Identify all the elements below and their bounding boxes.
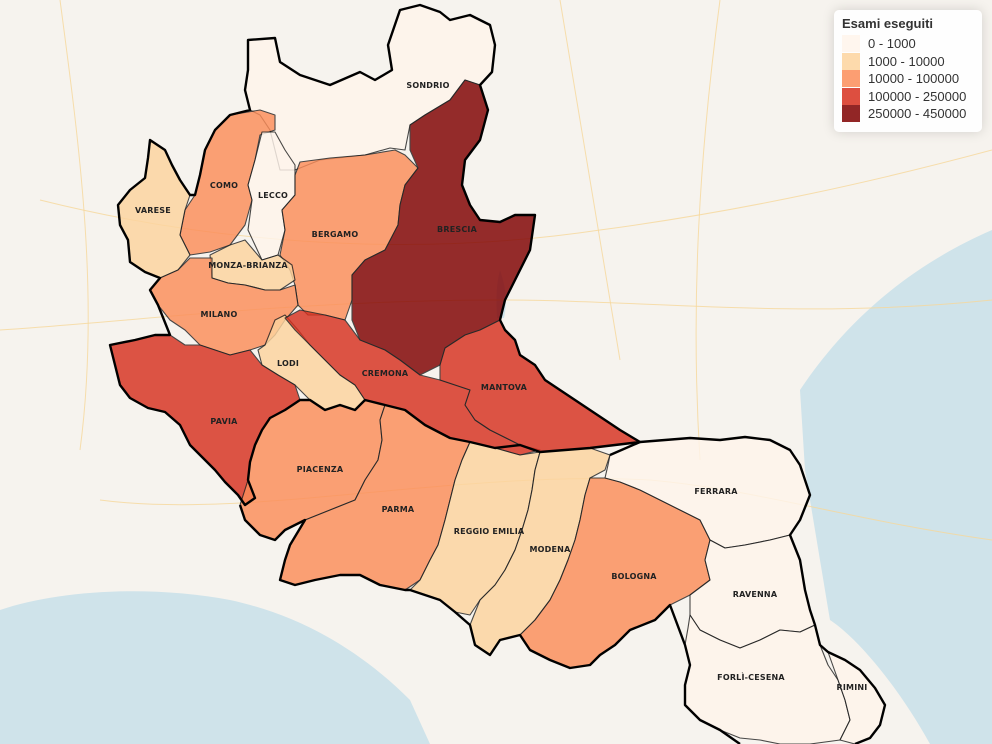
region-outline-1 xyxy=(238,435,887,744)
legend-label: 1000 - 10000 xyxy=(868,53,945,69)
province-cremona[interactable] xyxy=(284,309,541,456)
legend-label: 100000 - 250000 xyxy=(868,88,967,104)
legend-swatch-0 xyxy=(842,35,860,53)
legend-item: 10000 - 100000 xyxy=(842,70,974,88)
province-label: FERRARA xyxy=(694,487,738,496)
legend-label: 0 - 1000 xyxy=(868,36,916,52)
province-label: MILANO xyxy=(201,310,238,319)
legend-title: Esami eseguiti xyxy=(842,16,934,31)
province-label: RIMINI xyxy=(837,683,868,692)
region-outline-0 xyxy=(108,3,642,507)
adriatic-sea xyxy=(800,230,992,744)
province-label: BRESCIA xyxy=(437,225,478,234)
province-label: BOLOGNA xyxy=(611,572,657,581)
province-label: FORLÌ-CESENA xyxy=(717,671,785,682)
province-label: RAVENNA xyxy=(733,590,778,599)
legend-swatch-1 xyxy=(842,52,860,70)
legend-item: 100000 - 250000 xyxy=(842,87,974,106)
legend-swatch-4 xyxy=(842,105,860,123)
legend-box: Esami eseguiti 0 - 1000 1000 - 10000 100… xyxy=(834,10,982,132)
legend-label: 10000 - 100000 xyxy=(868,71,960,87)
province-label: LECCO xyxy=(258,191,288,200)
legend-item: 1000 - 10000 xyxy=(842,52,974,71)
province-label: VARESE xyxy=(135,206,171,215)
province-label: REGGIO EMILIA xyxy=(454,527,525,536)
province-label: PAVIA xyxy=(210,417,238,426)
ligurian-sea xyxy=(0,591,430,744)
legend-label: 250000 - 450000 xyxy=(868,106,967,122)
province-label: SONDRIO xyxy=(406,81,449,90)
legend-item: 250000 - 450000 xyxy=(842,105,974,123)
province-label: MODENA xyxy=(530,545,572,554)
legend-item: 0 - 1000 xyxy=(842,35,974,53)
legend-swatch-3 xyxy=(842,87,860,105)
province-label: PARMA xyxy=(382,505,415,514)
province-label: MANTOVA xyxy=(481,383,528,392)
province-label: BERGAMO xyxy=(312,230,359,239)
province-label: CREMONA xyxy=(362,369,409,378)
province-label: PIACENZA xyxy=(297,465,344,474)
province-label: COMO xyxy=(210,181,238,190)
province-label: MONZA-BRIANZA xyxy=(208,261,288,270)
legend-swatch-2 xyxy=(842,70,860,88)
province-label: LODI xyxy=(277,359,299,368)
